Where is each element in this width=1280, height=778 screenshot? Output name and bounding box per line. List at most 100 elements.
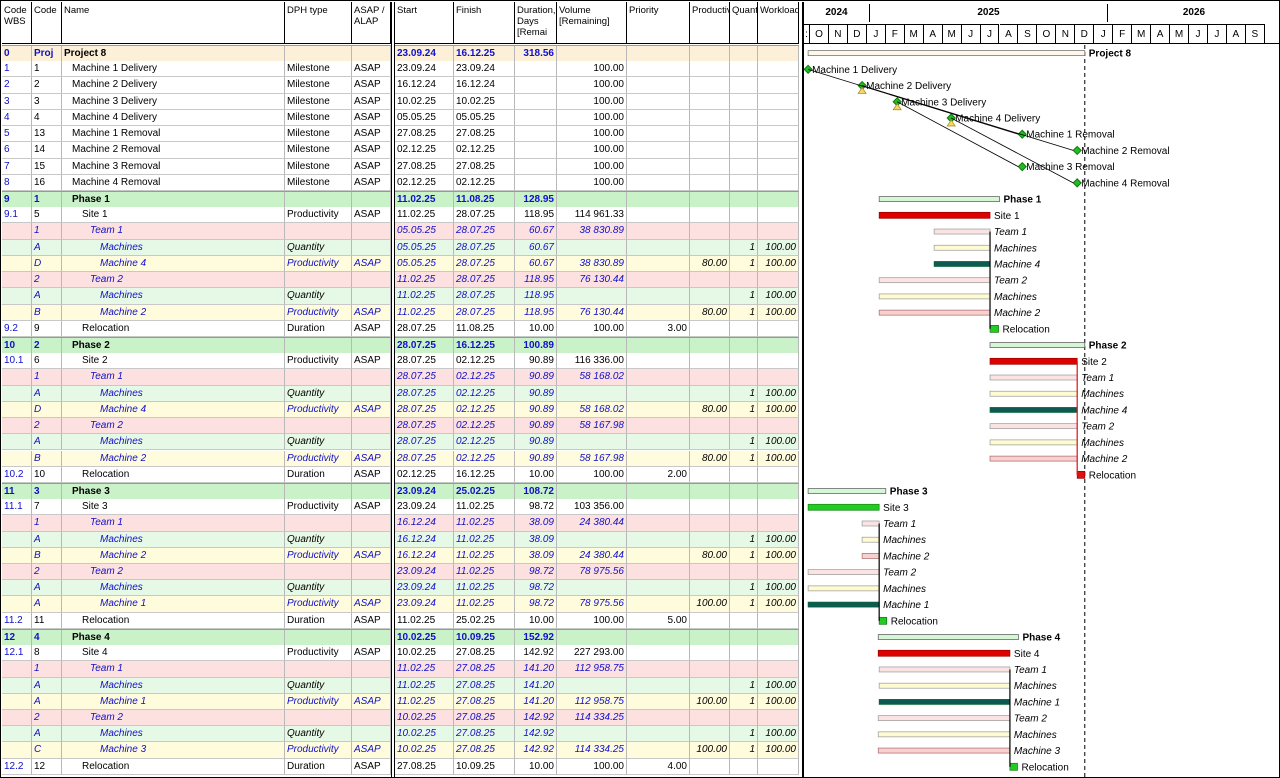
cell-dur[interactable] [515, 174, 557, 191]
cell-name[interactable]: Machine 1 Removal [62, 126, 285, 143]
cell-qty[interactable] [730, 320, 758, 337]
cell-asap[interactable]: ASAP [352, 77, 391, 94]
table-row[interactable]: 10.1 6 Site 2 Productivity ASAP 28.07.25 02.12… [2, 353, 799, 370]
cell-finish[interactable]: 28.07.25 [454, 272, 515, 289]
cell-wbs[interactable] [2, 564, 32, 581]
cell-asap[interactable] [352, 515, 391, 532]
gantt-bar[interactable] [989, 390, 1078, 397]
table-row[interactable]: 0 Proj Project 8 23.09.24 16.12.25 318.56 [2, 45, 799, 63]
milestone-marker[interactable] [1017, 129, 1027, 139]
cell-vol[interactable]: 100.00 [557, 466, 627, 483]
cell-wbs[interactable] [2, 288, 32, 305]
cell-qty[interactable] [730, 499, 758, 516]
cell-finish[interactable]: 27.08.25 [454, 677, 515, 694]
cell-prio[interactable] [627, 191, 690, 209]
cell-prio[interactable] [627, 223, 690, 240]
cell-code[interactable]: A [32, 596, 62, 613]
cell-vol[interactable]: 114 334.25 [557, 710, 627, 727]
cell-prod[interactable] [690, 191, 730, 209]
cell-vol[interactable]: 78 975.56 [557, 564, 627, 581]
cell-wbs[interactable] [2, 515, 32, 532]
gantt-bar[interactable] [989, 342, 1086, 348]
cell-work[interactable] [758, 77, 799, 94]
cell-dph[interactable] [285, 223, 352, 240]
cell-start[interactable]: 10.02.25 [395, 710, 454, 727]
cell-code[interactable]: A [32, 726, 62, 743]
cell-finish[interactable]: 02.12.25 [454, 353, 515, 370]
cell-wbs[interactable] [2, 547, 32, 565]
cell-work[interactable]: 100.00 [758, 531, 799, 548]
cell-prio[interactable] [627, 46, 690, 63]
cell-vol[interactable]: 100.00 [557, 109, 627, 127]
cell-dph[interactable]: Productivity [285, 596, 352, 613]
cell-start[interactable]: 11.02.25 [395, 693, 454, 711]
cell-finish[interactable]: 11.02.25 [454, 531, 515, 548]
column-header-finish[interactable]: Finish [454, 2, 515, 44]
gantt-bar[interactable] [1009, 762, 1018, 771]
cell-start[interactable]: 23.09.24 [395, 580, 454, 597]
cell-code[interactable]: B [32, 450, 62, 467]
cell-work[interactable] [758, 499, 799, 516]
cell-finish[interactable]: 28.07.25 [454, 223, 515, 240]
cell-code[interactable]: 2 [32, 272, 62, 289]
cell-work[interactable]: 100.00 [758, 255, 799, 273]
cell-work[interactable] [758, 645, 799, 662]
cell-work[interactable]: 100.00 [758, 304, 799, 321]
cell-asap[interactable] [352, 369, 391, 386]
milestone-marker[interactable] [1017, 161, 1027, 172]
cell-dph[interactable]: Duration [285, 758, 352, 775]
column-header-code[interactable]: Code [32, 2, 62, 44]
cell-dur[interactable] [515, 93, 557, 110]
cell-asap[interactable] [352, 710, 391, 727]
cell-name[interactable]: Site 3 [62, 499, 285, 516]
table-row[interactable]: 2 Team 2 23.09.24 11.02.25 98.72 78 975.56 [2, 564, 799, 581]
cell-dph[interactable]: Productivity [285, 450, 352, 467]
cell-code[interactable]: 14 [32, 142, 62, 159]
cell-dph[interactable]: Milestone [285, 77, 352, 94]
cell-start[interactable]: 05.05.25 [395, 239, 454, 256]
cell-wbs[interactable] [2, 418, 32, 435]
cell-dph[interactable] [285, 515, 352, 532]
column-header-start[interactable]: Start [395, 2, 454, 44]
cell-dur[interactable]: 141.20 [515, 693, 557, 711]
cell-dur[interactable]: 98.72 [515, 499, 557, 516]
cell-name[interactable]: Phase 2 [62, 337, 285, 355]
gantt-bar[interactable] [807, 569, 880, 576]
cell-name[interactable]: Machines [62, 580, 285, 597]
cell-asap[interactable] [352, 272, 391, 289]
cell-dph[interactable]: Milestone [285, 174, 352, 191]
cell-vol[interactable] [557, 434, 627, 451]
cell-prio[interactable]: 2.00 [627, 466, 690, 483]
cell-code[interactable]: 1 [32, 661, 62, 678]
cell-start[interactable]: 10.02.25 [395, 93, 454, 110]
cell-dph[interactable]: Milestone [285, 158, 352, 175]
cell-wbs[interactable]: 5 [2, 126, 32, 143]
gantt-bar[interactable] [989, 325, 999, 333]
cell-work[interactable] [758, 223, 799, 240]
table-row[interactable]: 9.1 5 Site 1 Productivity ASAP 11.02.25 28.07.… [2, 207, 799, 224]
cell-wbs[interactable] [2, 304, 32, 321]
cell-vol[interactable]: 100.00 [557, 174, 627, 191]
cell-qty[interactable]: 1 [730, 450, 758, 467]
cell-start[interactable]: 28.07.25 [395, 385, 454, 402]
cell-code[interactable]: 1 [32, 369, 62, 386]
cell-qty[interactable] [730, 337, 758, 355]
cell-qty[interactable] [730, 466, 758, 483]
cell-finish[interactable]: 16.12.24 [454, 77, 515, 94]
cell-qty[interactable]: 1 [730, 531, 758, 548]
cell-wbs[interactable]: 12.2 [2, 758, 32, 775]
cell-dph[interactable]: Duration [285, 612, 352, 629]
cell-work[interactable]: 100.00 [758, 547, 799, 565]
cell-qty[interactable]: 1 [730, 742, 758, 759]
cell-code[interactable]: 1 [32, 191, 62, 209]
cell-asap[interactable] [352, 288, 391, 305]
cell-name[interactable]: Team 1 [62, 515, 285, 532]
cell-qty[interactable]: 1 [730, 693, 758, 711]
cell-name[interactable]: Site 4 [62, 645, 285, 662]
table-row[interactable]: 8 16 Machine 4 Removal Milestone ASAP 02.12.2… [2, 174, 799, 191]
cell-code[interactable]: 4 [32, 109, 62, 127]
cell-name[interactable]: Machines [62, 385, 285, 402]
cell-start[interactable]: 16.12.24 [395, 77, 454, 94]
cell-work[interactable] [758, 46, 799, 63]
cell-start[interactable]: 11.02.25 [395, 207, 454, 224]
